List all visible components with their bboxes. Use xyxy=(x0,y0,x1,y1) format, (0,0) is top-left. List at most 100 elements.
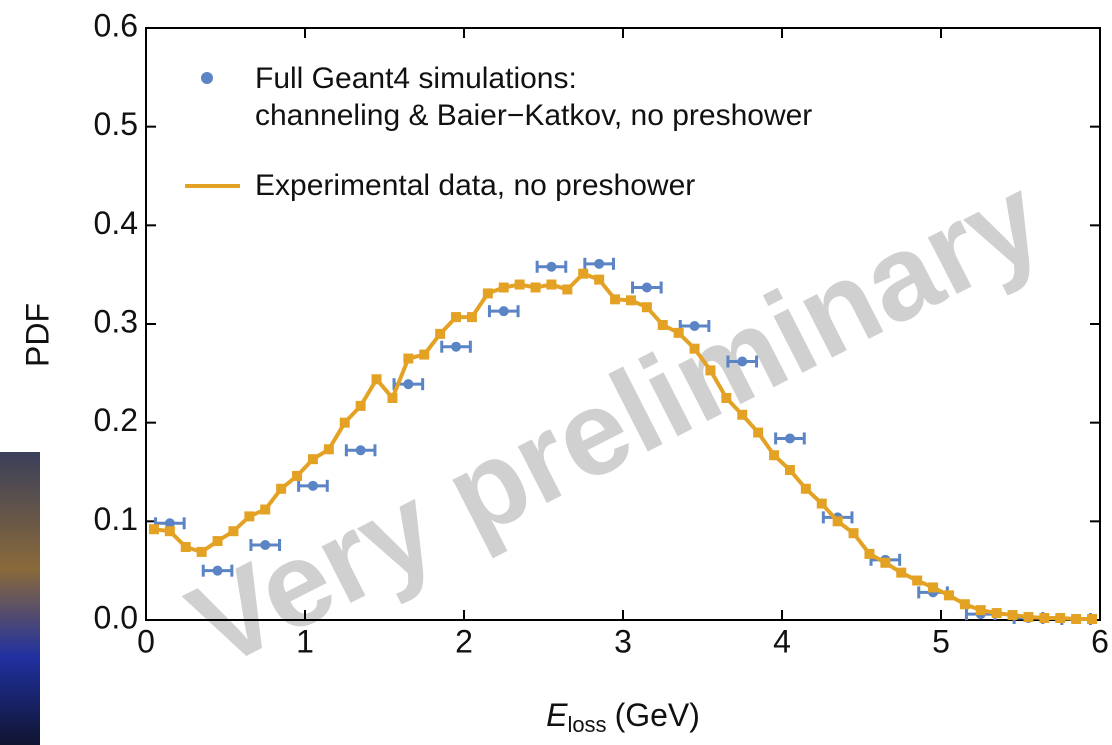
y-tick-label: 0.3 xyxy=(94,303,138,339)
x-tick-label: 3 xyxy=(614,623,632,659)
data-marker xyxy=(387,393,398,403)
x-label-subscript: loss xyxy=(567,712,606,737)
data-marker xyxy=(689,343,700,354)
legend-swatch xyxy=(201,72,213,84)
data-marker xyxy=(705,365,716,376)
plot-frame xyxy=(145,27,1101,621)
data-marker xyxy=(244,511,255,522)
data-marker xyxy=(371,374,382,385)
data-marker xyxy=(355,400,366,411)
legend-label: Experimental data, no preshower xyxy=(255,169,696,202)
data-marker xyxy=(180,541,191,552)
data-point xyxy=(355,445,366,456)
x-tick-label: 1 xyxy=(296,623,314,659)
data-marker xyxy=(307,454,318,465)
data-marker xyxy=(975,605,986,616)
data-marker xyxy=(164,526,175,537)
data-marker xyxy=(1007,610,1018,621)
data-marker xyxy=(1071,614,1082,625)
data-point xyxy=(403,379,414,390)
data-marker xyxy=(451,312,462,323)
data-marker xyxy=(212,536,223,547)
data-marker xyxy=(594,274,605,285)
data-point xyxy=(689,320,700,331)
data-marker xyxy=(228,526,239,537)
y-tick-label: 0.0 xyxy=(94,599,138,635)
data-marker xyxy=(578,268,589,279)
x-tick-label: 0 xyxy=(137,623,155,659)
data-point xyxy=(164,518,175,529)
data-marker xyxy=(753,427,764,438)
data-marker xyxy=(800,483,811,494)
data-point xyxy=(737,356,748,367)
x-tick-label: 6 xyxy=(1091,623,1109,659)
data-marker xyxy=(482,288,493,299)
data-marker xyxy=(657,319,668,330)
data-marker xyxy=(498,282,509,293)
data-marker xyxy=(832,516,843,527)
watermark: Very preliminary xyxy=(169,150,1062,693)
data-point xyxy=(641,282,652,293)
data-marker xyxy=(1055,613,1066,624)
data-marker xyxy=(419,349,430,360)
data-marker xyxy=(276,483,287,494)
data-marker xyxy=(991,608,1002,619)
data-marker xyxy=(546,279,557,290)
data-marker xyxy=(1023,612,1034,623)
data-marker xyxy=(625,295,636,306)
data-marker xyxy=(784,465,795,476)
data-marker xyxy=(912,575,923,586)
data-marker xyxy=(896,567,907,578)
data-marker xyxy=(339,417,350,428)
data-marker xyxy=(848,528,859,539)
data-marker xyxy=(323,444,334,455)
data-marker xyxy=(959,599,970,610)
data-marker xyxy=(610,294,621,305)
y-tick-label: 0.1 xyxy=(94,501,138,537)
data-marker xyxy=(928,582,939,593)
data-marker xyxy=(721,393,732,403)
x-label-symbol: E xyxy=(546,697,568,733)
data-marker xyxy=(403,353,414,364)
data-point xyxy=(451,341,462,352)
y-tick-label: 0.2 xyxy=(94,402,138,438)
data-marker xyxy=(769,450,780,461)
data-marker xyxy=(435,328,446,339)
data-point xyxy=(784,433,795,444)
data-marker xyxy=(943,590,954,601)
data-marker xyxy=(1087,614,1098,625)
data-marker xyxy=(148,524,159,535)
data-marker xyxy=(292,470,303,481)
data-marker xyxy=(1039,613,1050,624)
data-marker xyxy=(737,409,748,420)
data-marker xyxy=(562,284,573,295)
data-point xyxy=(594,258,605,269)
data-marker xyxy=(514,279,525,290)
data-marker xyxy=(530,282,541,293)
data-marker xyxy=(466,312,477,323)
y-axis-label: PDF xyxy=(19,303,55,367)
data-marker xyxy=(880,557,891,568)
data-marker xyxy=(673,327,684,338)
data-marker xyxy=(196,546,207,557)
data-marker xyxy=(641,302,652,313)
data-marker xyxy=(260,504,271,515)
legend-label: Full Geant4 simulations: channeling & Ba… xyxy=(255,62,813,132)
data-point xyxy=(498,306,509,317)
data-point xyxy=(260,540,271,551)
y-tick-label: 0.6 xyxy=(94,7,138,43)
data-marker xyxy=(864,548,875,559)
data-point xyxy=(546,261,557,272)
data-marker xyxy=(816,498,827,509)
data-point xyxy=(307,480,318,491)
data-point xyxy=(212,565,223,576)
cropped-photo xyxy=(0,452,40,745)
x-tick-label: 4 xyxy=(773,623,791,659)
x-axis-label: Eloss (GeV) xyxy=(546,697,700,736)
y-tick-label: 0.4 xyxy=(94,205,138,241)
x-label-unit: (GeV) xyxy=(615,697,700,733)
x-tick-label: 2 xyxy=(455,623,473,659)
y-tick-label: 0.5 xyxy=(94,106,138,142)
